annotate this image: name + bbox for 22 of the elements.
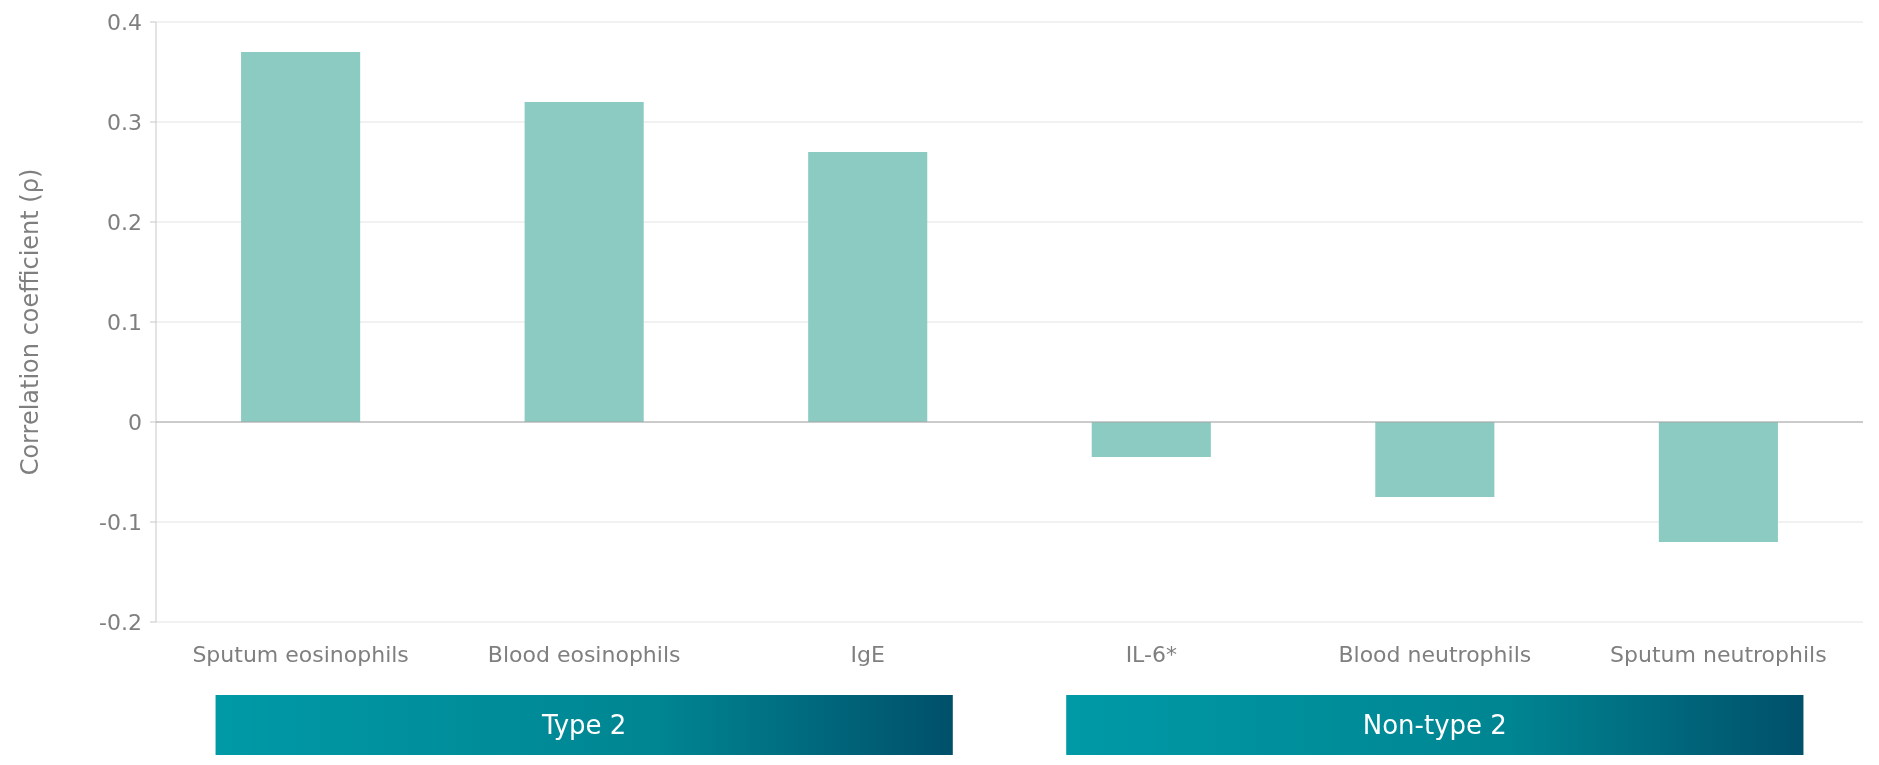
- y-tick-label: -0.1: [99, 509, 142, 535]
- bar: [1091, 422, 1211, 457]
- x-tick-label: IgE: [850, 642, 885, 667]
- y-tick-label: 0.3: [107, 109, 142, 135]
- bar: [808, 152, 928, 422]
- bar: [524, 102, 644, 422]
- bar: [241, 52, 361, 422]
- bar: [1658, 422, 1778, 542]
- y-tick-label: 0.1: [107, 309, 142, 335]
- text: Non-type 2: [1362, 710, 1507, 741]
- y-tick-label: 0: [128, 409, 142, 435]
- bar: [1375, 422, 1495, 497]
- x-tick-label: Sputum neutrophils: [1610, 642, 1827, 667]
- x-tick-label: Sputum eosinophils: [192, 642, 409, 667]
- x-tick-label: Blood neutrophils: [1338, 642, 1532, 667]
- x-tick-label: Blood eosinophils: [487, 642, 681, 667]
- y-tick-label: 0.4: [107, 9, 142, 35]
- text: Type 2: [540, 710, 627, 741]
- x-tick-label: IL-6*: [1125, 642, 1177, 667]
- y-tick-label: 0.2: [107, 209, 142, 235]
- y-axis-title: Correlation coefficient (ρ): [16, 168, 44, 476]
- y-tick-label: -0.2: [99, 609, 142, 635]
